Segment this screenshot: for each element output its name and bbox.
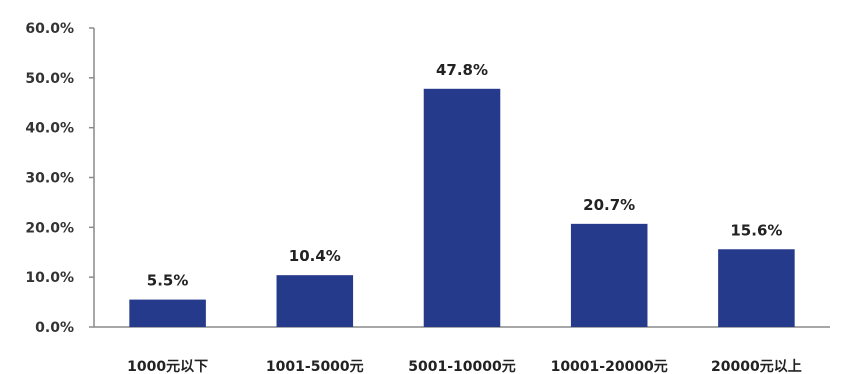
category-label: 1000元以下: [127, 359, 208, 374]
category-label: 1001-5000元: [266, 359, 364, 374]
y-tick-label: 50.0%: [25, 71, 74, 87]
category-label: 20000元以上: [711, 359, 802, 374]
bar: [129, 299, 206, 327]
data-labels: 5.5% 10.4% 47.8% 20.7% 15.6%: [147, 61, 783, 290]
y-tick-label: 20.0%: [25, 220, 74, 236]
bar: [570, 223, 648, 327]
y-tick-label: 40.0%: [25, 121, 74, 137]
data-label: 47.8%: [436, 61, 488, 79]
y-axis: [89, 27, 95, 328]
y-tick-label: 30.0%: [25, 171, 74, 187]
category-labels: 1000元以下 1001-5000元 5001-10000元 10001-20000元…: [127, 359, 802, 374]
data-label: 20.7%: [583, 196, 635, 214]
category-label: 10001-20000元: [551, 359, 668, 374]
y-tick-label: 60.0%: [25, 21, 74, 37]
y-tick-label: 0.0%: [35, 320, 74, 336]
category-label: 5001-10000元: [408, 359, 515, 374]
data-label: 5.5%: [147, 272, 189, 290]
y-tick-label: 10.0%: [25, 270, 74, 286]
bar: [718, 249, 795, 327]
y-tick-labels: 0.0% 10.0% 20.0% 30.0% 40.0% 50.0% 60.0%: [25, 21, 74, 336]
bar: [423, 88, 501, 328]
data-label: 10.4%: [289, 247, 341, 265]
data-label: 15.6%: [730, 221, 782, 239]
bars: [129, 88, 795, 328]
bar: [276, 275, 354, 327]
